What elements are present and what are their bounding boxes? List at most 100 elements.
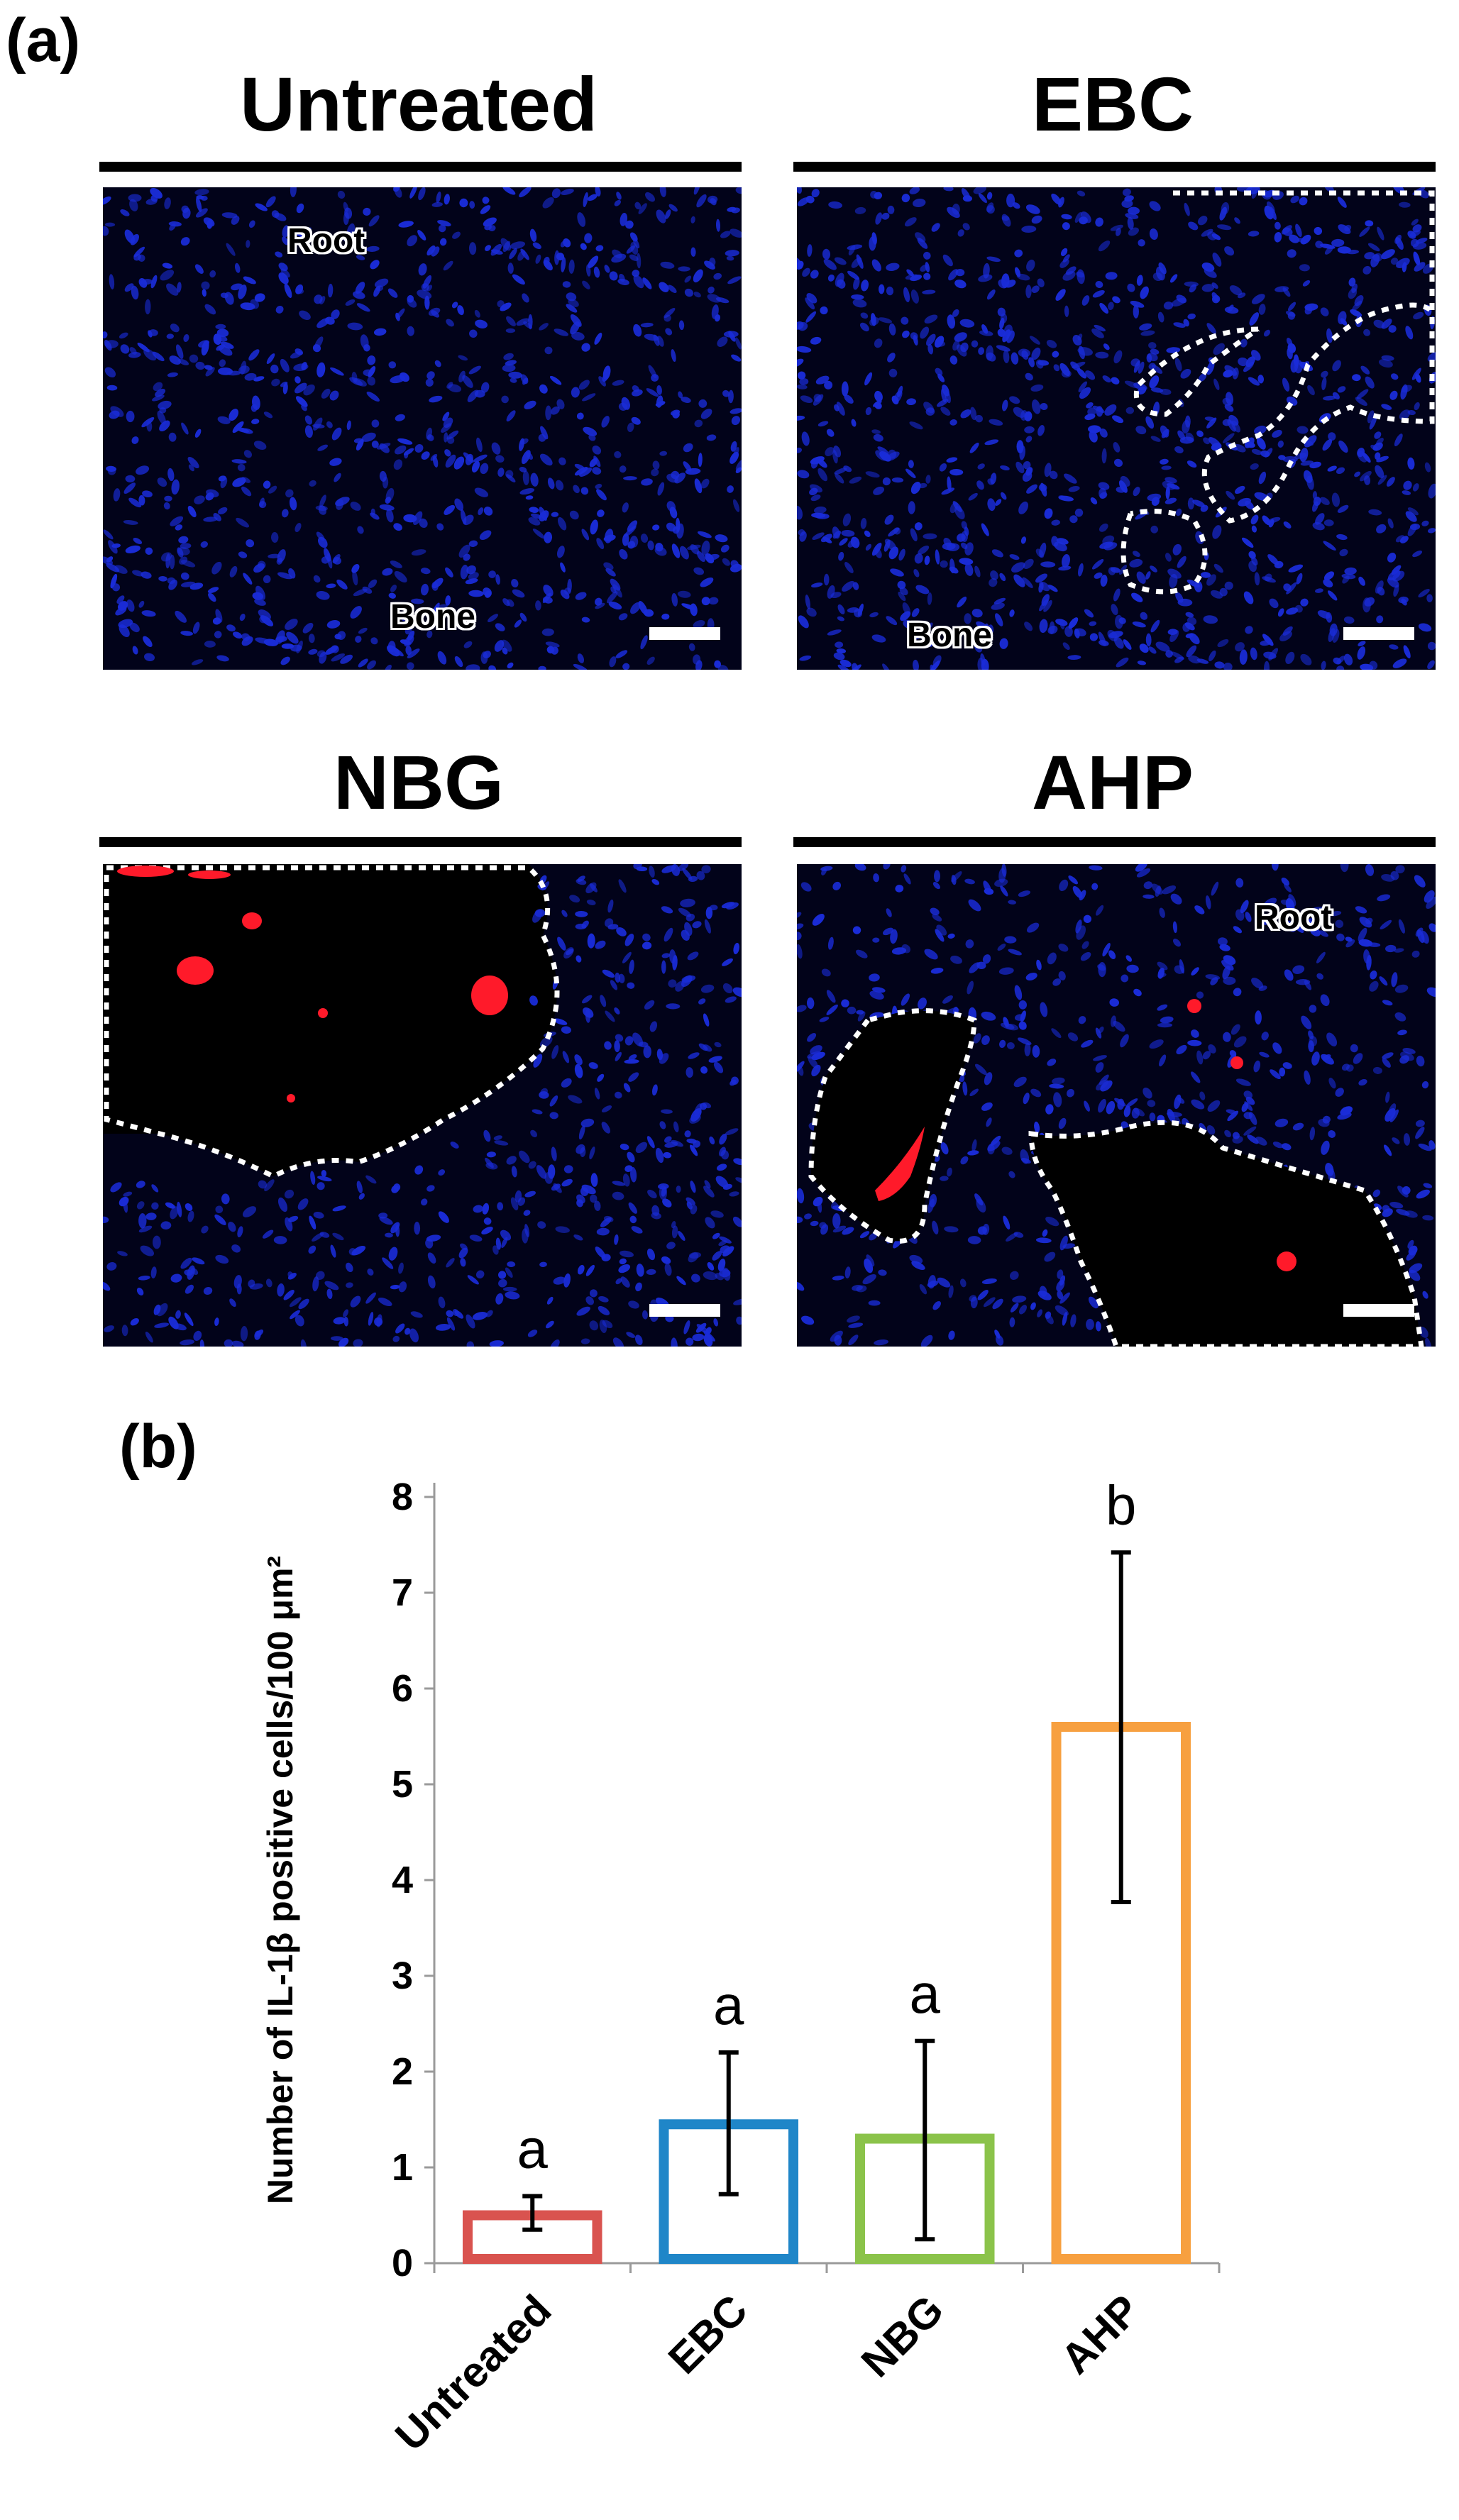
cell-nucleus (1323, 541, 1336, 551)
cell-nucleus (196, 195, 204, 200)
cell-nucleus (923, 251, 931, 260)
cell-nucleus (960, 342, 969, 353)
cell-nucleus (1068, 875, 1078, 885)
cell-nucleus (294, 376, 301, 384)
cell-nucleus (1358, 939, 1373, 947)
cell-nucleus (887, 205, 895, 214)
cell-nucleus (853, 277, 860, 290)
cell-nucleus (627, 1151, 635, 1163)
cell-nucleus (546, 1296, 554, 1305)
cell-nucleus (258, 560, 266, 569)
cell-nucleus (1086, 1318, 1094, 1330)
cell-nucleus (170, 1273, 182, 1283)
cell-nucleus (106, 563, 120, 573)
cell-nucleus (240, 1326, 248, 1342)
cell-nucleus (1328, 1130, 1336, 1138)
cell-nucleus (1340, 864, 1349, 873)
cell-nucleus (1263, 329, 1271, 337)
cell-nucleus (196, 197, 202, 212)
cell-nucleus (811, 512, 826, 519)
cell-nucleus (110, 1182, 122, 1193)
cell-nucleus (661, 1109, 673, 1114)
cell-nucleus (566, 949, 574, 956)
cell-nucleus (693, 1140, 701, 1148)
cell-nucleus (1277, 440, 1284, 448)
cell-nucleus (505, 360, 517, 366)
cell-nucleus (1223, 976, 1236, 985)
cell-nucleus (947, 476, 952, 492)
cell-nucleus (478, 507, 484, 516)
cell-nucleus (1138, 361, 1145, 374)
cell-nucleus (1051, 1028, 1062, 1039)
cell-nucleus (529, 995, 538, 1006)
cell-nucleus (1302, 918, 1314, 927)
cell-nucleus (528, 516, 541, 526)
cell-nucleus (1258, 471, 1267, 485)
cell-nucleus (888, 546, 899, 560)
cell-nucleus (445, 595, 451, 606)
cell-nucleus (1009, 1317, 1015, 1327)
cell-nucleus (1332, 360, 1341, 372)
cell-nucleus (800, 1315, 815, 1325)
cell-nucleus (986, 1117, 992, 1127)
cell-nucleus (661, 953, 671, 958)
cell-nucleus (918, 482, 927, 489)
cell-nucleus (1413, 251, 1421, 266)
cell-nucleus (943, 187, 954, 192)
cell-nucleus (332, 1232, 344, 1241)
cell-nucleus (313, 1212, 324, 1219)
cell-nucleus (574, 1054, 583, 1066)
cell-nucleus (466, 1314, 475, 1329)
cell-nucleus (668, 204, 678, 212)
cell-nucleus (1148, 363, 1156, 370)
cell-nucleus (878, 317, 893, 324)
cell-nucleus (1248, 551, 1256, 559)
cell-nucleus (983, 1297, 996, 1308)
cell-nucleus (321, 1170, 327, 1177)
cell-nucleus (1343, 653, 1353, 665)
cell-nucleus (398, 1281, 407, 1293)
cell-nucleus (649, 1021, 658, 1032)
cell-nucleus (629, 1215, 637, 1224)
cell-nucleus (902, 330, 910, 338)
cell-nucleus (1022, 577, 1033, 588)
cell-nucleus (1174, 965, 1184, 974)
tissue-label-root: Root (287, 222, 365, 260)
cell-nucleus (819, 1222, 827, 1229)
cell-nucleus (104, 367, 116, 377)
cell-nucleus (1079, 890, 1086, 901)
cell-nucleus (1219, 944, 1230, 951)
cell-nucleus (1129, 558, 1143, 568)
cell-nucleus (959, 558, 974, 565)
cell-nucleus (707, 1261, 715, 1271)
cell-nucleus (1127, 283, 1135, 292)
cell-nucleus (1356, 389, 1369, 399)
cell-nucleus (1364, 252, 1375, 260)
cell-nucleus (640, 534, 649, 543)
cell-nucleus (1038, 582, 1044, 593)
cell-nucleus (1009, 396, 1020, 404)
cell-nucleus (995, 613, 1003, 626)
cell-nucleus (575, 923, 587, 930)
cell-nucleus (688, 1251, 702, 1259)
cell-nucleus (1286, 338, 1293, 346)
cell-nucleus (851, 294, 864, 300)
cell-nucleus (313, 233, 324, 241)
cell-nucleus (906, 269, 914, 277)
cell-nucleus (1294, 604, 1303, 613)
cell-nucleus (915, 232, 926, 243)
cell-nucleus (1184, 202, 1190, 216)
cell-nucleus (614, 1234, 619, 1245)
cell-nucleus (407, 294, 414, 303)
cell-nucleus (1205, 895, 1211, 910)
cell-nucleus (1224, 404, 1234, 412)
cell-nucleus (823, 259, 837, 270)
cell-nucleus (1133, 551, 1140, 558)
cell-nucleus (797, 1061, 805, 1073)
cell-nucleus (641, 478, 653, 486)
cell-nucleus (607, 899, 614, 913)
cell-nucleus (543, 585, 554, 597)
cell-nucleus (481, 382, 490, 393)
cell-nucleus (989, 419, 1003, 426)
cell-nucleus (229, 565, 238, 578)
